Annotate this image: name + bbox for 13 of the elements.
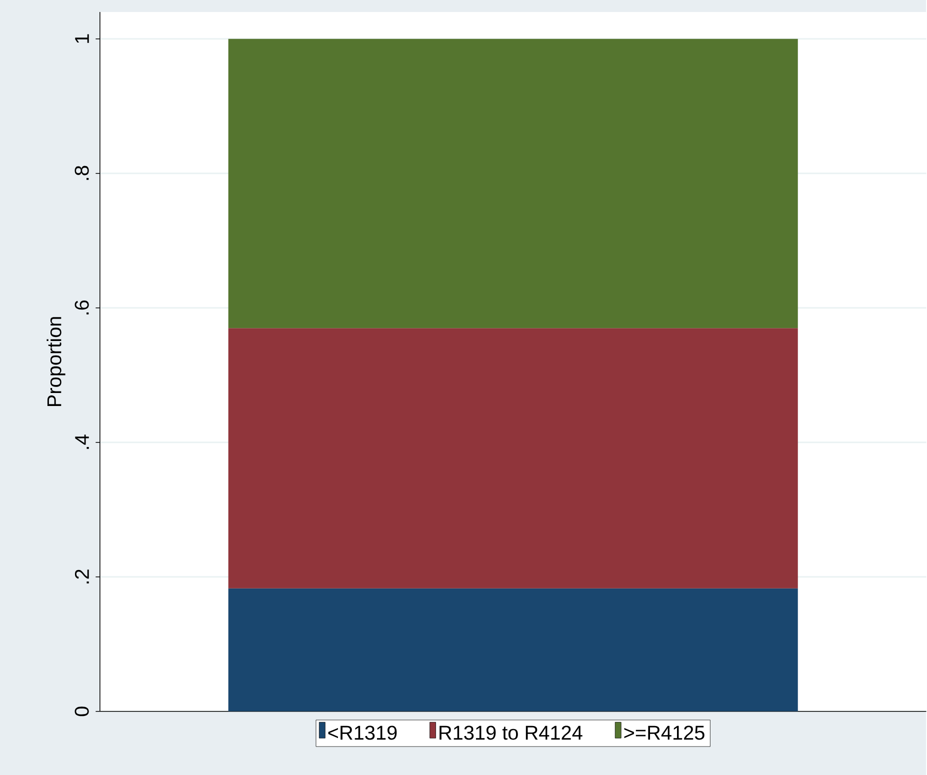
y-tick-label: .4 (75, 434, 89, 449)
y-tick-label: .8 (74, 166, 89, 180)
legend-label: R1319 to R4124 (440, 726, 582, 740)
bar (228, 588, 798, 712)
legend-label: >=R4125 (624, 726, 704, 740)
y-axis-title: Proportion (46, 316, 66, 406)
legend-label: <R1319 (328, 726, 397, 740)
y-tick-label: .2 (74, 569, 89, 584)
y-tick-label: 1 (75, 34, 89, 43)
y-tick-label: .6 (74, 300, 89, 314)
y-tick-label: 0 (74, 706, 89, 716)
bar (228, 328, 798, 588)
bar (228, 38, 798, 328)
